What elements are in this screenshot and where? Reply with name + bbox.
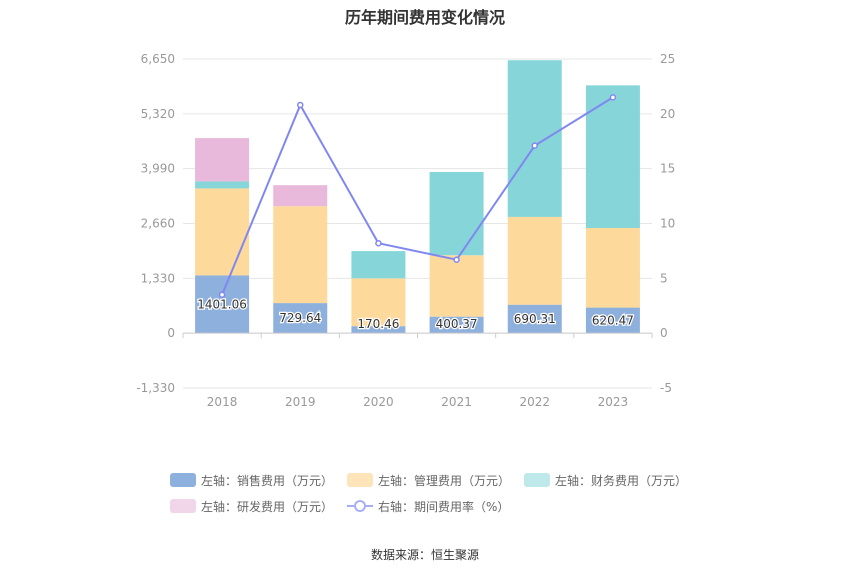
x-axis-label: 2023 — [598, 395, 629, 409]
rate-point — [297, 101, 304, 109]
bar-finance — [351, 251, 406, 279]
rate-point — [218, 291, 226, 299]
x-axis: 2018 2019 2020 2021 2022 2023 — [182, 332, 653, 409]
legend-swatch-finance — [524, 473, 551, 487]
bar-finance — [429, 171, 484, 256]
data-source: 数据来源：恒生聚源 — [370, 548, 479, 562]
bar-sales — [429, 316, 484, 334]
rate-point — [375, 239, 382, 247]
left-axis-tick-label: 2,660 — [141, 217, 175, 231]
data-label-sales: 620.47 — [592, 313, 634, 327]
data-label-sales: 170.46 — [357, 317, 399, 331]
legend-label-sales: 左轴：销售费用（万元） — [201, 473, 334, 488]
right-axis-tick-label: -5 — [660, 381, 672, 395]
bar-finance — [195, 181, 250, 189]
legend-item-rnd[interactable]: 左轴：研发费用（万元） — [170, 498, 333, 515]
data-label-sales: 1401.06 — [197, 297, 247, 311]
bar-sales — [195, 275, 250, 334]
x-axis-label: 2019 — [285, 395, 316, 409]
chart-title: 历年期间费用变化情况 — [344, 8, 505, 27]
x-axis-label: 2022 — [519, 395, 550, 409]
right-axis-tick-label: 25 — [660, 52, 675, 66]
bar-admin — [273, 206, 328, 304]
rate-line — [221, 96, 614, 296]
legend-label-finance: 左轴：财务费用（万元） — [555, 473, 688, 488]
legend-label-rnd: 左轴：研发费用（万元） — [201, 499, 334, 514]
data-label-sales: 690.31 — [514, 312, 556, 326]
bar-sales — [585, 307, 640, 334]
legend-item-finance[interactable]: 左轴：财务费用（万元） — [524, 472, 687, 489]
left-axis-tick-label: 1,330 — [141, 271, 175, 285]
right-axis-ticks: 25 20 15 10 5 0 -5 — [660, 52, 675, 395]
right-axis-tick-label: 0 — [660, 326, 668, 340]
right-axis-tick-label: 10 — [660, 217, 675, 231]
left-axis-tick-label: -1,330 — [136, 381, 175, 395]
left-axis-tick-label: 0 — [167, 326, 175, 340]
legend-label-rate: 右轴：期间费用率（%） — [378, 499, 510, 514]
legend-swatch-sales — [170, 473, 196, 487]
x-axis-label: 2021 — [441, 395, 472, 409]
bar-finance — [585, 85, 640, 229]
legend-item-rate[interactable]: 右轴：期间费用率（%） — [347, 498, 509, 515]
bar-sales — [507, 304, 562, 334]
legend-swatch-rnd — [170, 499, 196, 513]
bar-rnd — [195, 138, 250, 182]
right-axis-tick-label: 20 — [660, 107, 675, 121]
bar-finance — [507, 60, 562, 217]
rate-line-series — [218, 94, 617, 299]
left-axis-tick-label: 5,320 — [141, 107, 175, 121]
legend-swatch-admin — [347, 473, 374, 487]
bar-admin — [429, 255, 484, 317]
gridlines — [183, 58, 652, 389]
legend: 左轴：销售费用（万元） 左轴：管理费用（万元） 左轴：财务费用（万元） 左轴：研… — [170, 472, 690, 524]
data-label-sales: 729.64 — [279, 311, 321, 325]
x-axis-label: 2018 — [207, 395, 238, 409]
right-axis-tick-label: 5 — [660, 271, 668, 285]
bar-sales — [273, 303, 328, 334]
bar-data-labels: 1401.06 729.64 170.46 400.37 690.31 620.47 — [196, 296, 635, 332]
rate-point — [609, 94, 617, 101]
bar-admin — [585, 228, 640, 308]
bar-rnd — [273, 185, 328, 207]
right-axis-tick-label: 15 — [660, 162, 675, 176]
legend-item-sales[interactable]: 左轴：销售费用（万元） — [170, 472, 333, 489]
left-axis-tick-label: 3,990 — [141, 162, 175, 176]
left-axis-ticks: 6,650 5,320 3,990 2,660 1,330 0 -1,330 — [136, 52, 175, 395]
bar-sales — [351, 326, 406, 334]
left-axis-tick-label: 6,650 — [141, 52, 175, 66]
legend-label-admin: 左轴：管理费用（万元） — [378, 473, 511, 488]
x-axis-label: 2020 — [363, 395, 394, 409]
legend-item-admin[interactable]: 左轴：管理费用（万元） — [347, 472, 510, 489]
data-label-sales: 400.37 — [436, 317, 478, 331]
bar-admin — [195, 188, 250, 276]
rate-point — [531, 142, 538, 149]
bar-admin — [351, 278, 406, 327]
bar-series — [195, 60, 640, 334]
bar-admin — [507, 216, 562, 305]
legend-swatch-rate — [347, 500, 374, 512]
rate-point — [453, 256, 460, 263]
